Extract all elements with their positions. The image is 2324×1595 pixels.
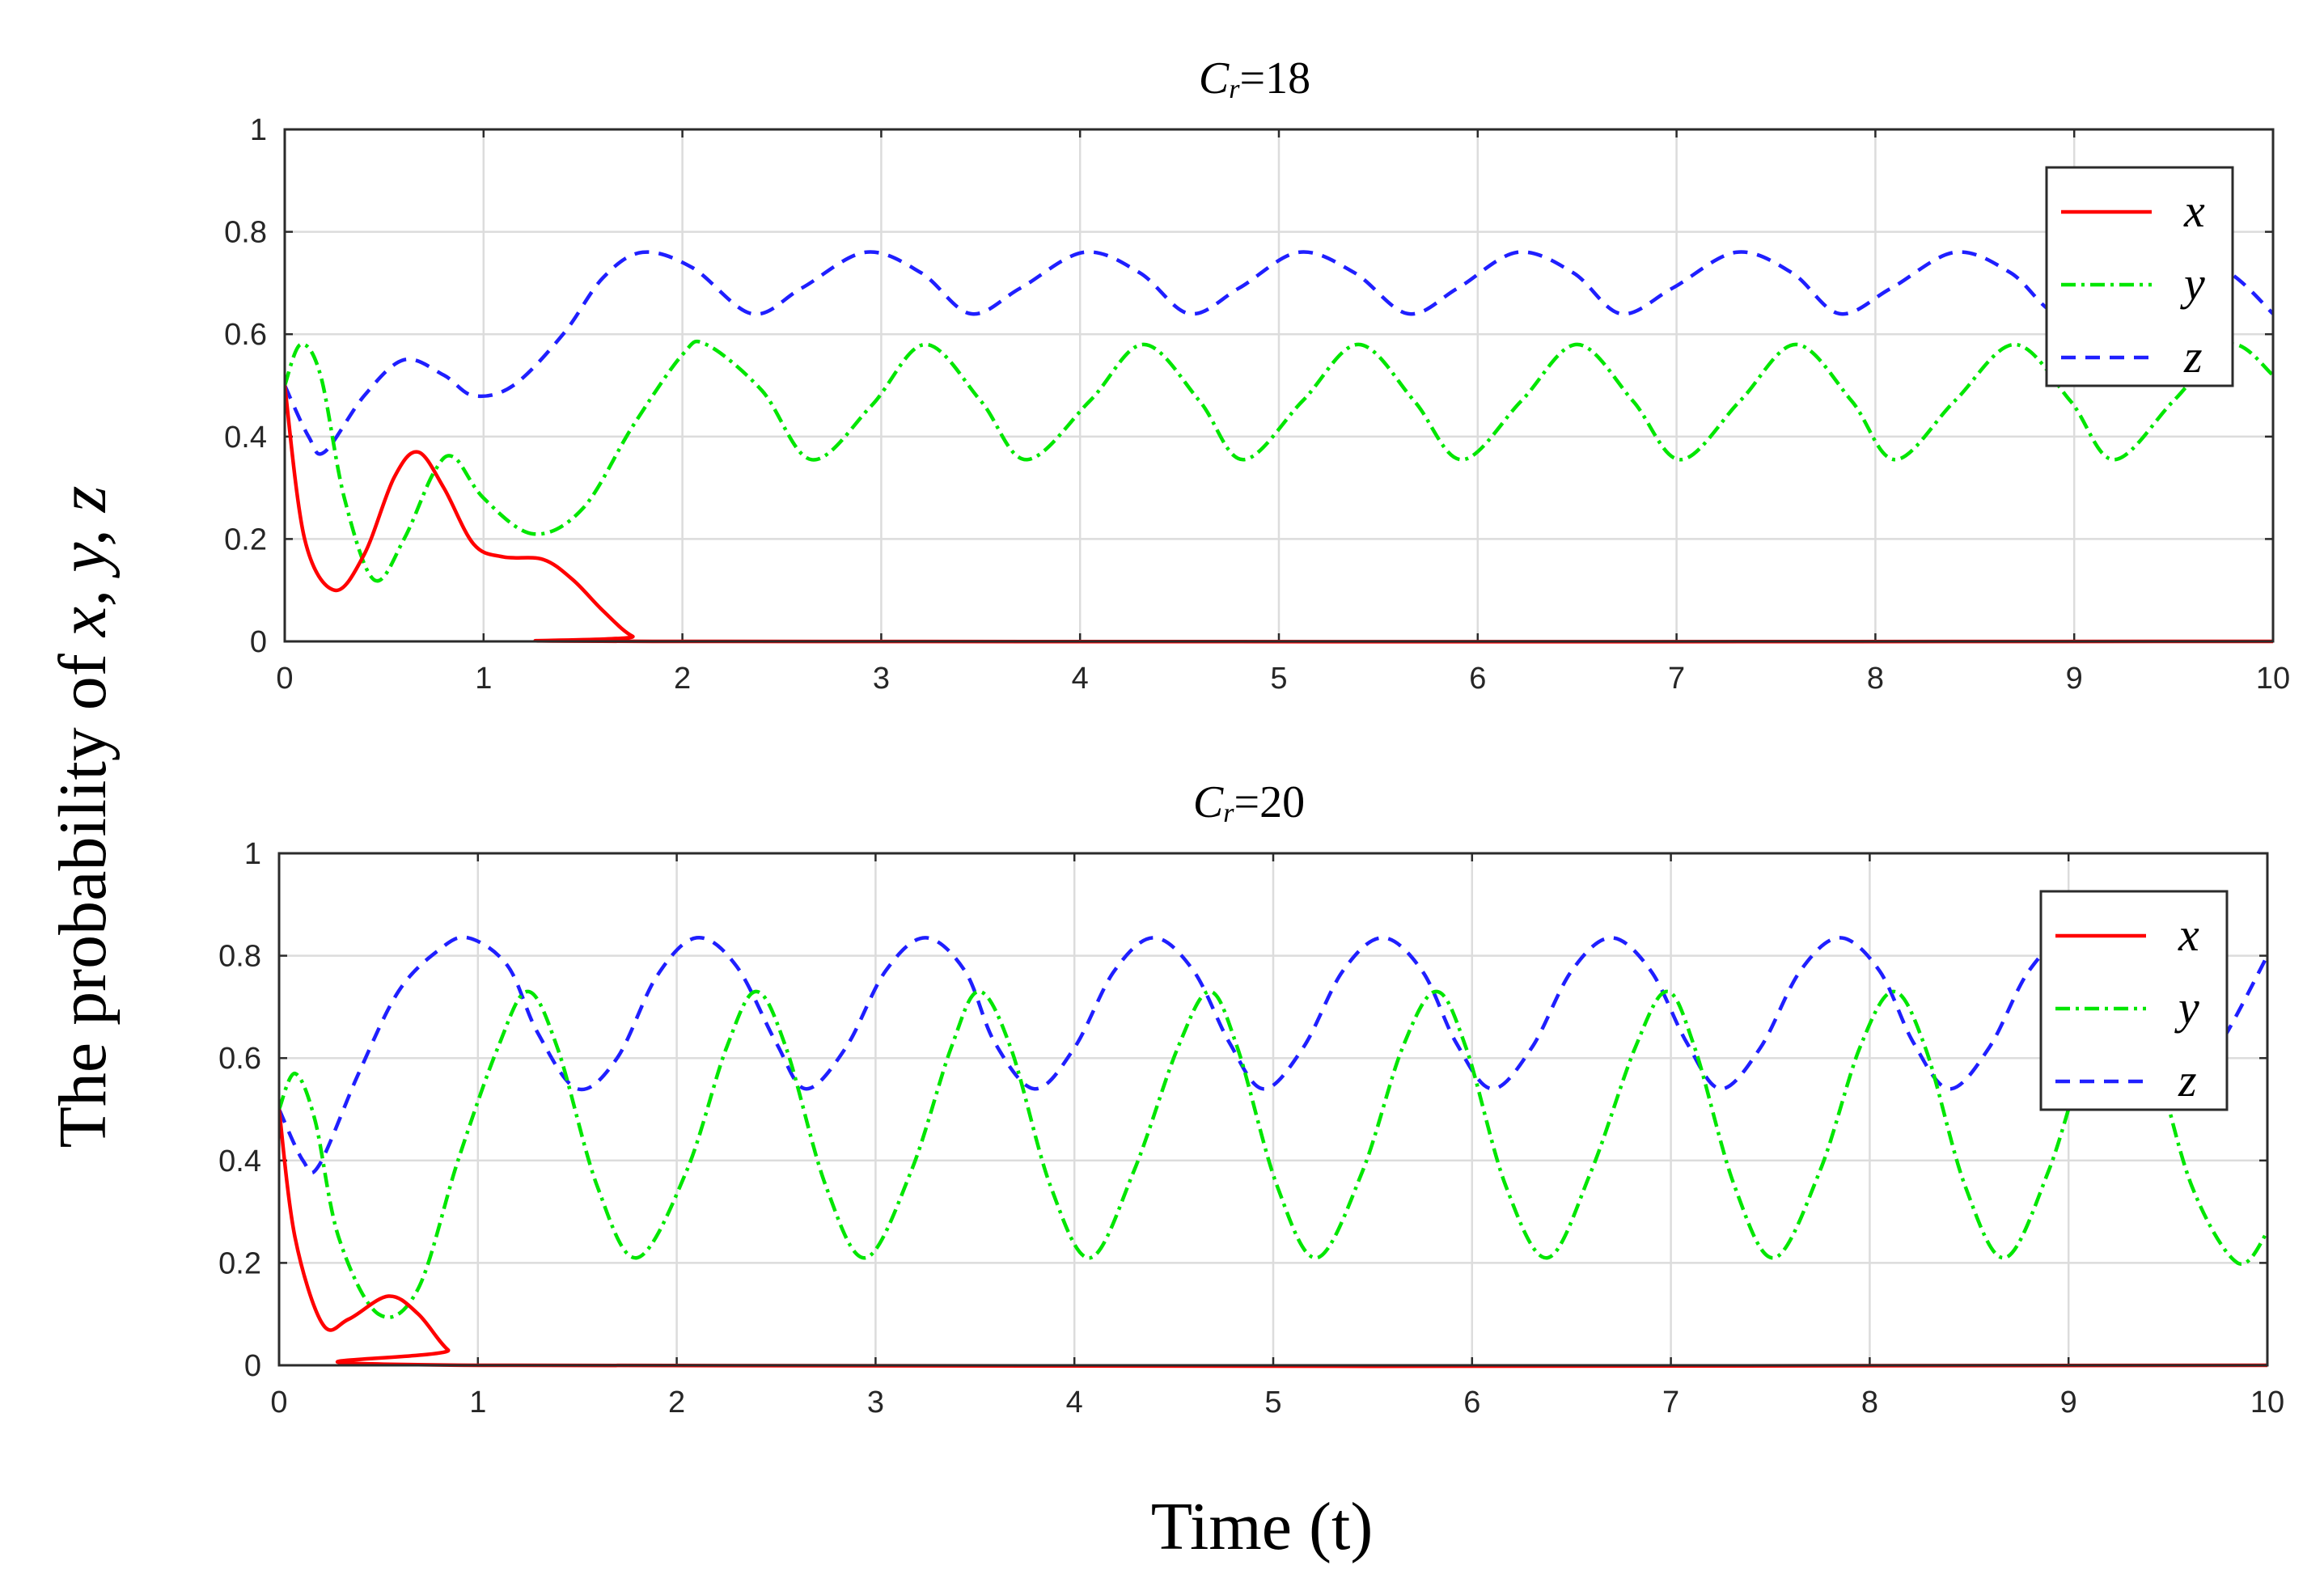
plot-frame xyxy=(283,128,2275,643)
legend-label-z: z xyxy=(2178,1054,2197,1106)
x-tick-label: 9 xyxy=(2066,662,2083,696)
title-symbol: C xyxy=(1199,53,1230,104)
y-tick-label: 0.8 xyxy=(224,216,267,250)
x-tick-label: 4 xyxy=(1072,662,1089,696)
y-tick-label: 0.4 xyxy=(224,421,267,455)
x-tick-label: 8 xyxy=(1861,1386,1878,1419)
title-subscript: r xyxy=(1223,798,1234,828)
x-tick-label: 0 xyxy=(276,662,293,696)
legend-label-y: y xyxy=(2174,981,2199,1034)
y-tick-label: 1 xyxy=(244,837,261,871)
y-tick-label: 0.2 xyxy=(224,522,267,556)
series-z-line xyxy=(285,250,2273,456)
title-value: =18 xyxy=(1240,53,1311,104)
title-symbol: C xyxy=(1193,777,1224,827)
chart-panel-1: Cr=18 0 1 2 3 4 5 6 7 8 9 10 0 0.2 0.4 0.6 0.8 1 xyz xyxy=(224,53,2290,696)
x-tick-label: 10 xyxy=(2250,1386,2284,1419)
legend: xyz xyxy=(2045,166,2234,387)
x-tick-label: 6 xyxy=(1463,1386,1480,1419)
x-tick-label: 3 xyxy=(867,1386,884,1419)
x-tick-label: 4 xyxy=(1066,1386,1083,1419)
chart-panel-2: Cr=20 0 1 2 3 4 5 6 7 8 9 10 0 0.2 0.4 0.6 0.8 1 xyz xyxy=(218,777,2284,1419)
y-tick-label: 0.2 xyxy=(218,1246,261,1280)
x-tick-label: 3 xyxy=(873,662,890,696)
x-tick-label: 0 xyxy=(270,1386,287,1419)
y-tick-label: 0.6 xyxy=(218,1042,261,1076)
x-tick-label: 8 xyxy=(1867,662,1884,696)
y-tick-label: 0 xyxy=(250,625,267,659)
plot-frame xyxy=(277,852,2269,1367)
x-tick-label: 5 xyxy=(1264,1386,1281,1419)
x-tick-label: 10 xyxy=(2256,662,2290,696)
legend: xyz xyxy=(2039,890,2229,1111)
y-tick-label: 0 xyxy=(244,1349,261,1383)
x-tick-label: 7 xyxy=(1662,1386,1679,1419)
x-tick-label: 2 xyxy=(668,1386,685,1419)
x-axis-label: Time (t) xyxy=(1151,1489,1374,1564)
legend-box xyxy=(2039,890,2229,1111)
series-y-line xyxy=(279,989,2267,1319)
series-z-line xyxy=(279,935,2267,1175)
y-axis-label-prefix: The probability of xyxy=(45,637,121,1148)
chart-title: Cr=18 xyxy=(1199,53,1310,104)
x-tick-label: 6 xyxy=(1469,662,1486,696)
title-value: =20 xyxy=(1234,777,1306,827)
x-tick-label: 7 xyxy=(1668,662,1685,696)
x-tick-label: 1 xyxy=(475,662,492,696)
title-subscript: r xyxy=(1229,74,1240,104)
y-tick-label: 0.6 xyxy=(224,318,267,352)
y-axis-label-vars: x, y, z xyxy=(45,486,121,639)
chart-title: Cr=20 xyxy=(1193,777,1305,828)
y-tick-label: 1 xyxy=(250,113,267,147)
x-tick-label: 2 xyxy=(674,662,691,696)
legend-label-z: z xyxy=(2183,330,2203,383)
x-tick-label: 5 xyxy=(1270,662,1287,696)
y-tick-label: 0.8 xyxy=(218,940,261,974)
legend-label-x: x xyxy=(2178,908,2199,961)
y-tick-label: 0.4 xyxy=(218,1144,261,1178)
x-tick-label: 1 xyxy=(469,1386,486,1419)
legend-box xyxy=(2045,166,2234,387)
y-axis-label: The probability of x, y, z xyxy=(45,486,121,1149)
series-y-line xyxy=(285,339,2273,583)
legend-label-y: y xyxy=(2180,257,2205,310)
legend-label-x: x xyxy=(2183,184,2205,237)
x-tick-label: 9 xyxy=(2060,1386,2077,1419)
